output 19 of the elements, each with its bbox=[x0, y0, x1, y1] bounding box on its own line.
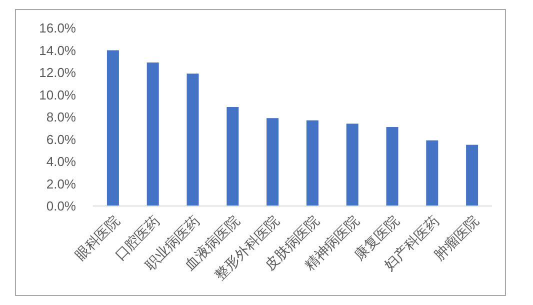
bar bbox=[146, 62, 159, 206]
y-tick-label: 10.0% bbox=[39, 87, 76, 102]
bar bbox=[106, 50, 119, 206]
bar bbox=[386, 127, 398, 206]
bar bbox=[226, 106, 239, 206]
bar bbox=[426, 140, 438, 206]
bar bbox=[266, 118, 279, 206]
bar bbox=[466, 144, 478, 206]
y-tick-label: 2.0% bbox=[46, 176, 76, 192]
y-tick-label: 16.0% bbox=[39, 20, 76, 36]
bar bbox=[306, 120, 318, 206]
y-tick-label: 14.0% bbox=[39, 42, 76, 58]
y-tick-label: 8.0% bbox=[46, 110, 76, 124]
y-tick-label: 0.0% bbox=[46, 198, 76, 214]
y-tick-label: 12.0% bbox=[39, 65, 76, 80]
y-tick-label: 4.0% bbox=[46, 154, 76, 169]
bar bbox=[346, 124, 358, 206]
y-tick-label: 6.0% bbox=[46, 132, 76, 147]
bar bbox=[186, 74, 199, 206]
